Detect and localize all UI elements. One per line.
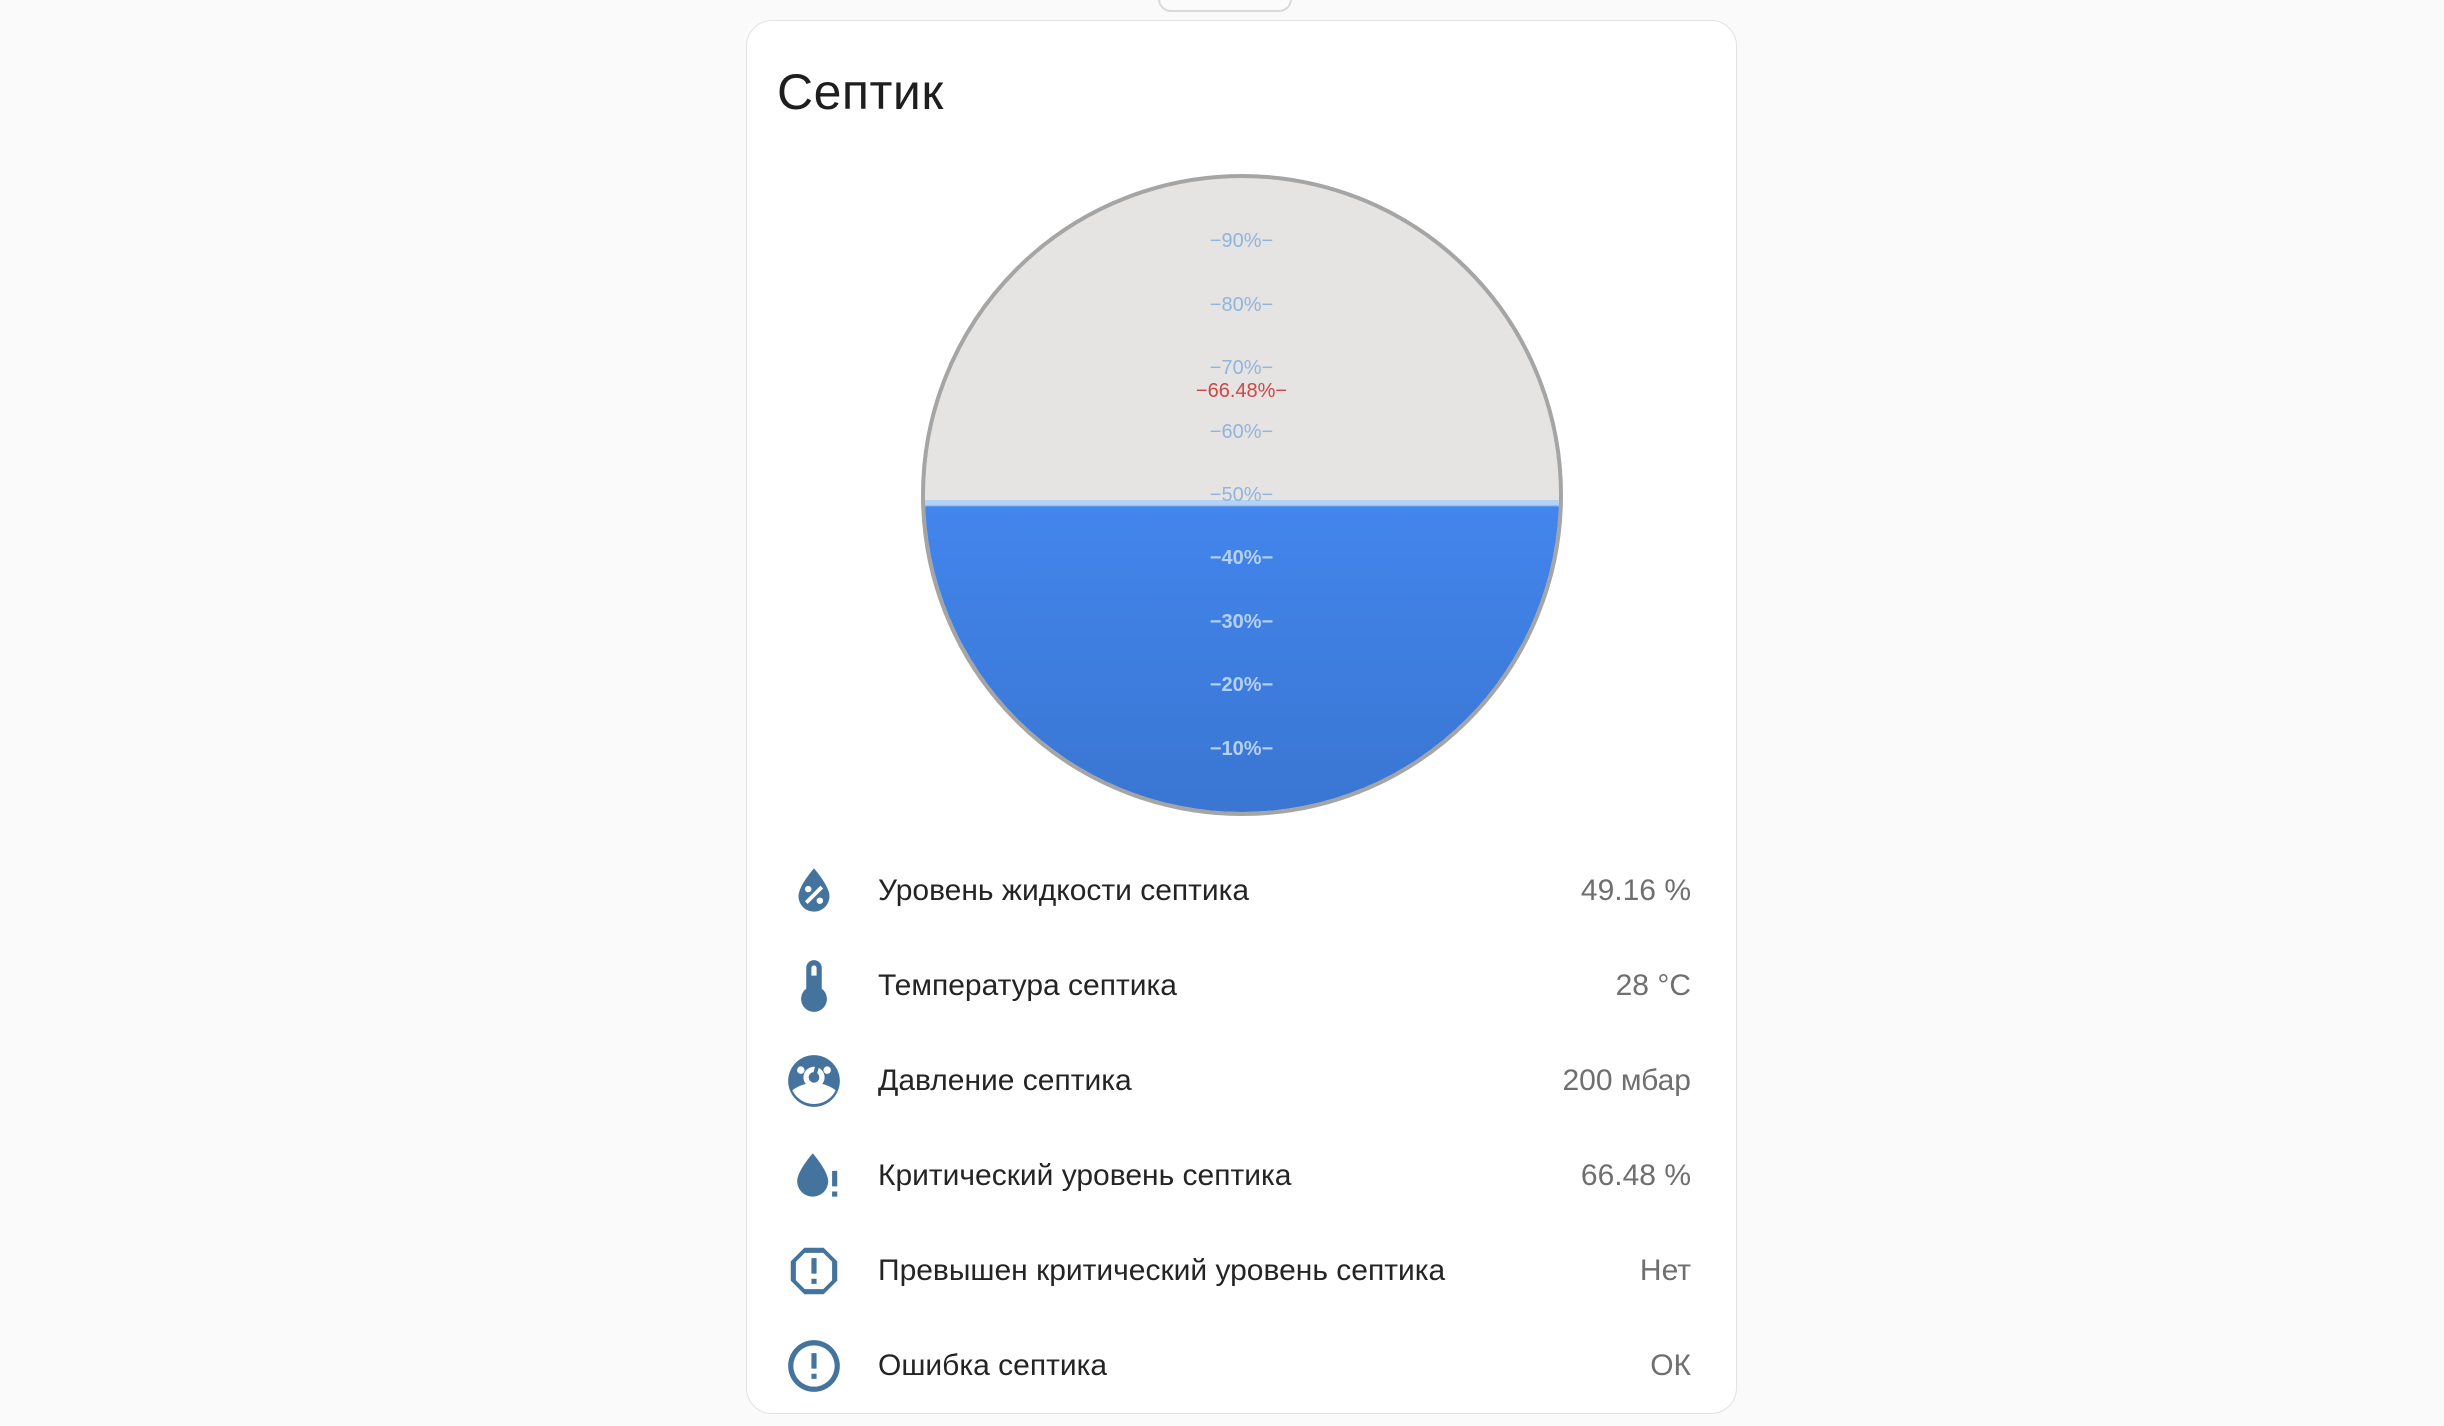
water-percent-icon: [783, 860, 845, 922]
sensor-label: Критический уровень септика: [878, 1158, 1292, 1192]
sensor-row[interactable]: Критический уровень септика 66.48 %: [747, 1128, 1736, 1223]
tank-tick-label: −30%−: [1209, 610, 1274, 633]
alert-octagon-icon: [783, 1240, 845, 1302]
sensor-value: 200 мбар: [1562, 1063, 1691, 1097]
tank-gauge: −90%− −80%− −70%− −60%− −50%− −40%− −30%− −20%−…: [920, 174, 1563, 816]
sensor-label: Превышен критический уровень септика: [878, 1253, 1446, 1287]
sensor-row[interactable]: Давление септика 200 мбар: [747, 1033, 1736, 1128]
tank-tick-label: −10%−: [1209, 737, 1274, 760]
sensor-label: Температура септика: [878, 968, 1177, 1002]
top-sheet-handle: [1158, 0, 1292, 12]
tank-tick-label: −90%−: [1209, 230, 1274, 253]
tank-water-fill: [924, 500, 1559, 812]
sensor-rows: Уровень жидкости септика 49.16 % Темпера…: [747, 843, 1736, 1413]
sensor-row[interactable]: Ошибка септика ОК: [747, 1318, 1736, 1413]
septic-card: Септик −90%− −80%− −70%− −60%− −50%− −40%− −30…: [746, 20, 1737, 1414]
tank-tick-label: −60%−: [1209, 420, 1274, 443]
tank-tick-label: −40%−: [1209, 547, 1274, 570]
sensor-value: ОК: [1650, 1348, 1691, 1382]
sensor-row[interactable]: Уровень жидкости септика 49.16 %: [747, 843, 1736, 938]
alert-circle-icon: [783, 1335, 845, 1397]
sensor-label: Уровень жидкости септика: [878, 873, 1250, 907]
card-title: Септик: [777, 64, 944, 120]
sensor-row[interactable]: Превышен критический уровень септика Нет: [747, 1223, 1736, 1318]
sensor-value: 66.48 %: [1580, 1158, 1691, 1192]
tank-tick-label: −80%−: [1209, 293, 1274, 316]
tank-tick-label: −20%−: [1209, 674, 1274, 697]
thermometer-icon: [783, 955, 845, 1017]
gauge-icon: [783, 1050, 845, 1112]
tank-tick-label: −50%−: [1209, 484, 1274, 506]
tank-tick-label: −70%−: [1209, 357, 1274, 380]
sensor-row[interactable]: Температура септика 28 °C: [747, 938, 1736, 1033]
tank-critical-level-label: −66.48%−: [1195, 379, 1288, 402]
sensor-label: Ошибка септика: [878, 1348, 1108, 1382]
water-alert-icon: [783, 1145, 845, 1207]
sensor-value: 28 °C: [1615, 968, 1691, 1002]
sensor-value: 49.16 %: [1580, 873, 1691, 907]
sensor-value: Нет: [1639, 1253, 1691, 1287]
sensor-label: Давление септика: [878, 1063, 1132, 1097]
